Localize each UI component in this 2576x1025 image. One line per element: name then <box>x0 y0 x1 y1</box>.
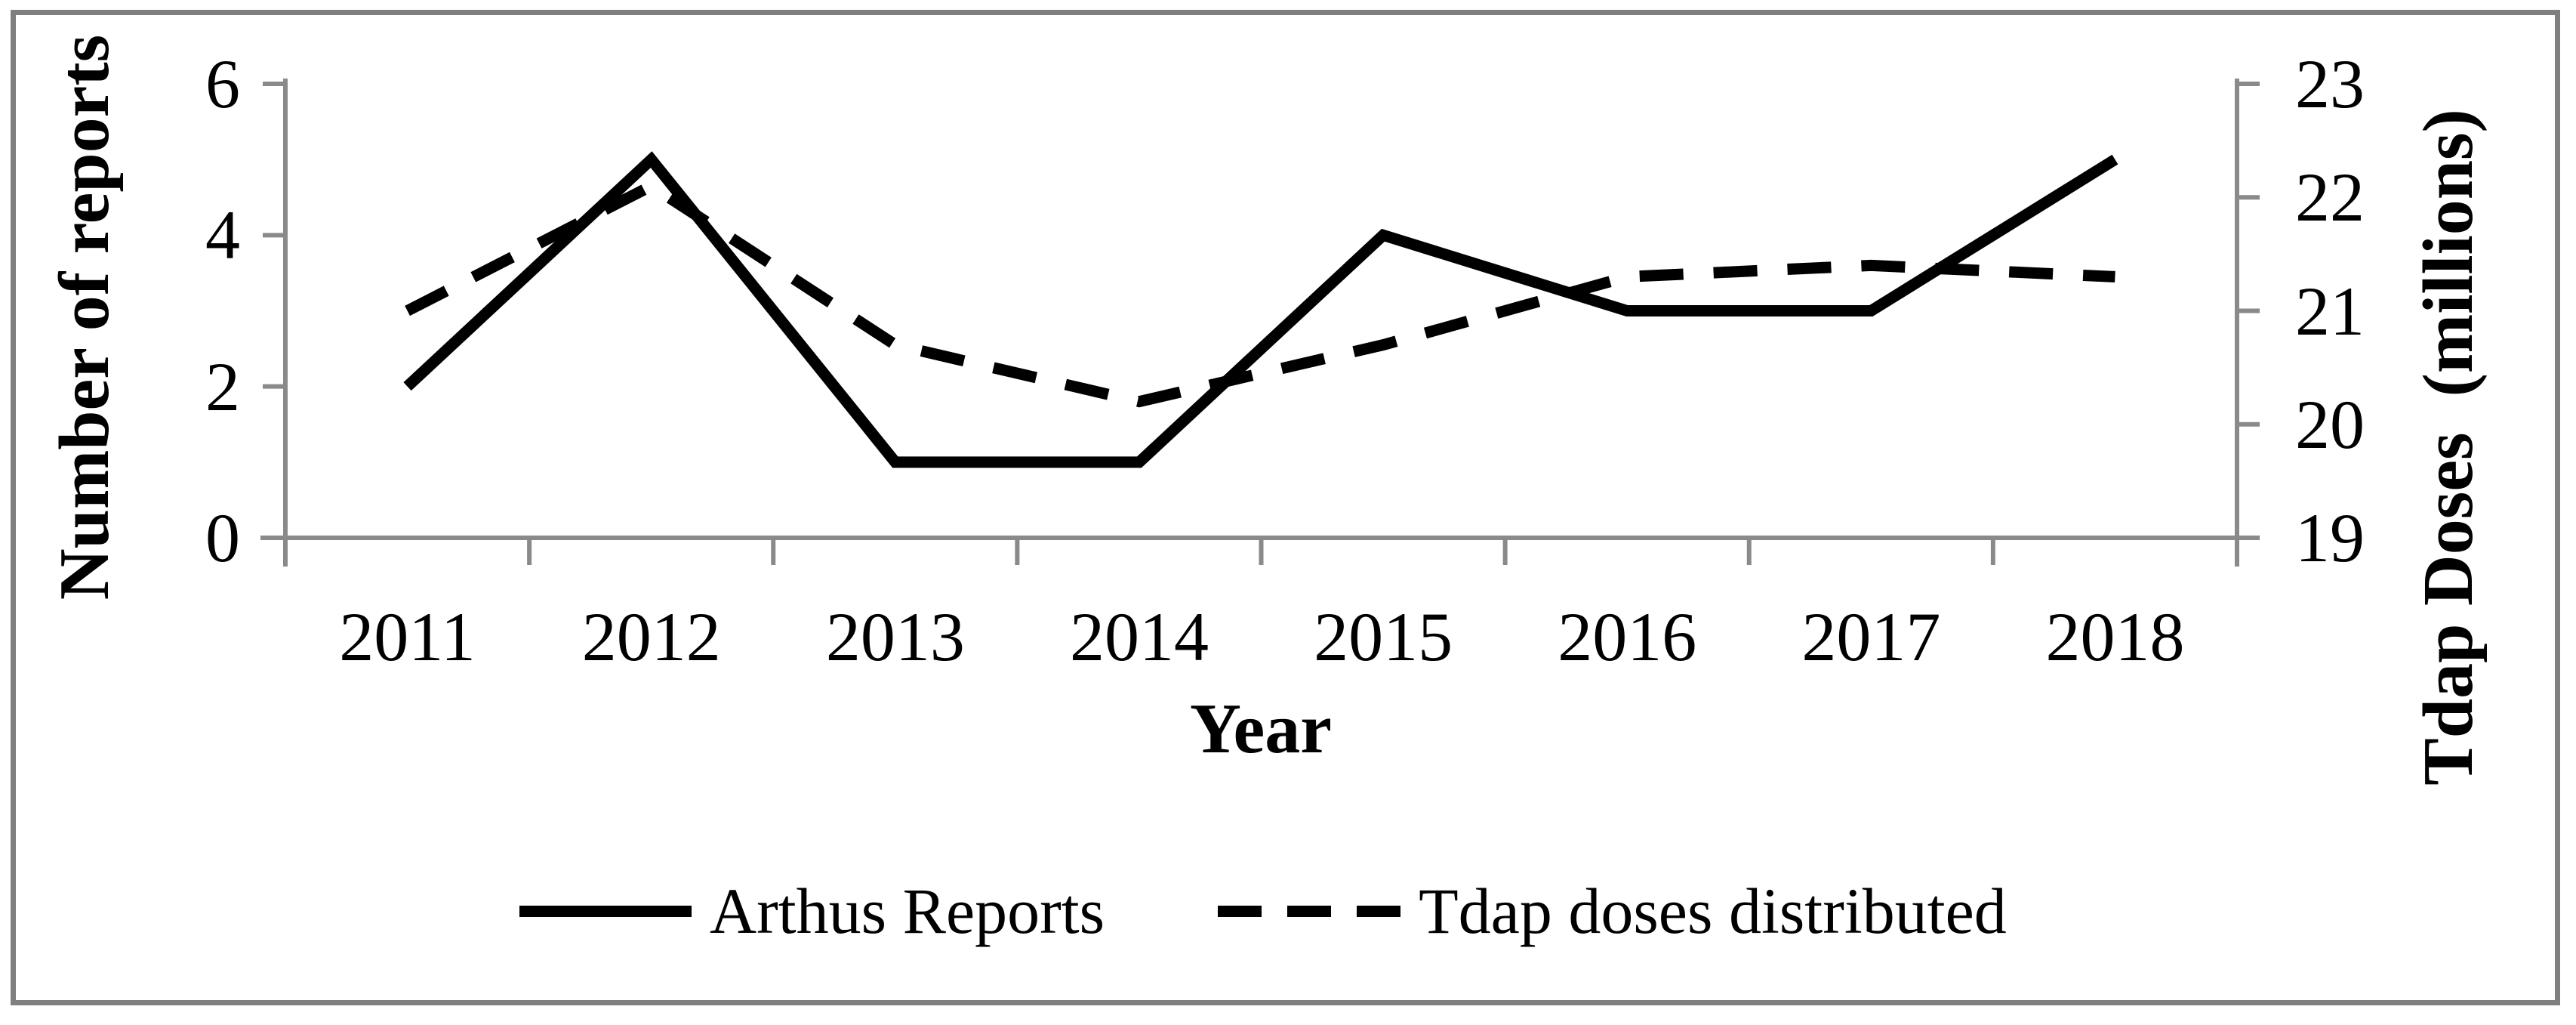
right-axis-title: Tdap Doses (millions) <box>2409 109 2488 786</box>
x-axis-tick-label: 2013 <box>825 598 965 675</box>
right-axis-tick-label: 21 <box>2295 272 2365 350</box>
left-axis-tick-label: 2 <box>205 347 240 425</box>
x-axis-tick-label: 2015 <box>1314 598 1453 675</box>
x-axis-tick-label: 2017 <box>1801 598 1941 675</box>
dash-segment <box>1287 905 1332 917</box>
x-axis-tick-label: 2016 <box>1558 598 1697 675</box>
series-line-arthus-reports <box>403 151 2118 468</box>
legend-item-arthus-reports: Arthus Reports <box>519 873 1105 949</box>
legend: Arthus Reports Tdap doses distributed <box>519 869 2007 953</box>
legend-dashed-line-swatch <box>1218 905 1401 917</box>
left-axis-title: Number of reports <box>45 34 124 600</box>
right-axis-tick-label: 20 <box>2295 385 2365 463</box>
left-axis-tick-label: 0 <box>205 499 240 576</box>
left-axis-tick-label: 4 <box>205 196 240 274</box>
legend-solid-line-swatch <box>519 905 692 917</box>
x-axis-tick-label: 2012 <box>581 598 721 675</box>
left-axis-tick-label: 6 <box>205 45 240 122</box>
series-line-tdap-doses <box>405 179 2115 408</box>
x-axis-tick-label: 2018 <box>2045 598 2185 675</box>
x-axis-title: Year <box>1190 690 1332 768</box>
right-axis-tick-label: 19 <box>2295 499 2365 576</box>
legend-item-tdap-doses: Tdap doses distributed <box>1218 873 2007 949</box>
dash-segment <box>1218 905 1262 917</box>
right-axis-tick-label: 23 <box>2295 45 2365 122</box>
legend-label-tdap-doses: Tdap doses distributed <box>1419 875 2007 947</box>
right-axis-tick-label: 22 <box>2295 159 2365 236</box>
dash-segment <box>1357 905 1401 917</box>
x-axis-tick-label: 2014 <box>1069 598 1209 675</box>
legend-label-arthus-reports: Arthus Reports <box>710 875 1105 947</box>
x-axis-tick-label: 2011 <box>339 598 476 675</box>
